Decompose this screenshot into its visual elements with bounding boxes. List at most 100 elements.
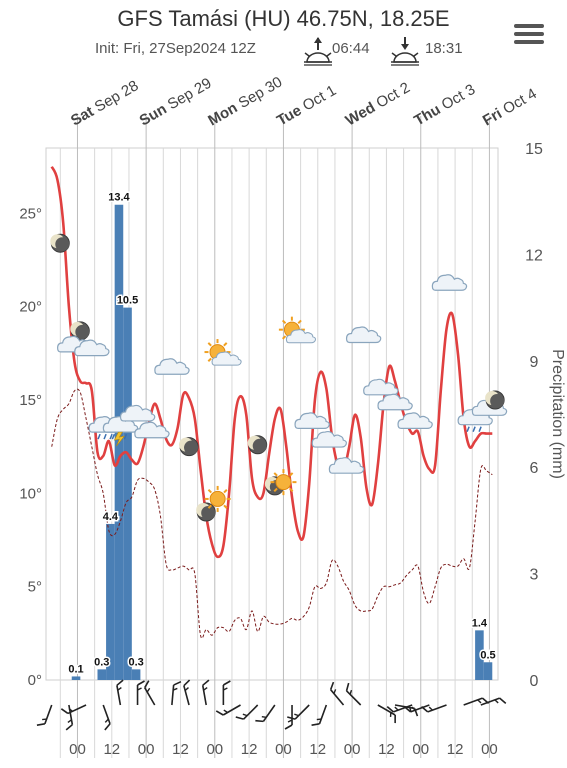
y-left-tick-label: 10° bbox=[19, 485, 42, 502]
sun-ray bbox=[289, 487, 294, 493]
x-tick-label: 00 bbox=[138, 741, 155, 758]
precip-value-label: 0.5 bbox=[480, 649, 495, 661]
menu-icon[interactable] bbox=[514, 24, 544, 48]
barb-flag bbox=[203, 687, 208, 691]
rain-drop bbox=[478, 426, 482, 432]
sunset-icon bbox=[391, 37, 419, 66]
barb-flag bbox=[494, 699, 499, 704]
cloud-icon bbox=[154, 358, 190, 375]
barb-shaft bbox=[318, 704, 328, 725]
sun-ray bbox=[273, 487, 278, 493]
barb-flag bbox=[499, 697, 507, 704]
barb-shaft bbox=[294, 704, 310, 720]
barb-flag bbox=[333, 689, 337, 694]
y-right-tick-label: 12 bbox=[525, 247, 543, 264]
rain-drop bbox=[111, 433, 116, 440]
y-right-tick-label: 3 bbox=[530, 567, 539, 584]
y-left-tick-label: 15° bbox=[19, 392, 42, 409]
cloud-shape bbox=[154, 358, 190, 375]
barb-flag bbox=[146, 687, 151, 693]
barb-flag bbox=[394, 706, 399, 711]
sunrise-time: 06:44 bbox=[332, 40, 370, 57]
barb-flag bbox=[104, 723, 111, 731]
y-left-tick-label: 0° bbox=[28, 672, 42, 689]
barb-shaft bbox=[345, 690, 362, 706]
rain-drop bbox=[466, 426, 470, 432]
rain-cloud-icon bbox=[88, 416, 124, 440]
barb-flag bbox=[255, 719, 264, 723]
init-time: Init: Fri, 27Sep2024 12Z bbox=[95, 40, 256, 57]
moon-icon bbox=[196, 502, 216, 522]
barb-flag bbox=[68, 708, 73, 712]
wind-barb-icon bbox=[255, 704, 276, 723]
barb-flag bbox=[242, 713, 248, 717]
barb-flag bbox=[261, 715, 267, 718]
barb-flag bbox=[183, 679, 191, 687]
x-tick-label: 00 bbox=[275, 741, 292, 758]
rain-drop bbox=[472, 426, 476, 432]
day-label: Sun Sep 29 bbox=[137, 75, 215, 130]
barb-shaft bbox=[144, 687, 156, 706]
precip-value-label: 0.3 bbox=[128, 656, 143, 668]
moon-shadow bbox=[252, 438, 267, 453]
precip-bar bbox=[71, 676, 81, 680]
barb-flag bbox=[60, 708, 69, 715]
moon-icon bbox=[50, 233, 70, 253]
sun-disc bbox=[209, 490, 226, 507]
y-right-tick-label: 6 bbox=[530, 460, 539, 477]
x-tick-label: 00 bbox=[481, 741, 498, 758]
wind-barb-icon bbox=[287, 704, 310, 720]
moon-shadow bbox=[55, 237, 70, 252]
x-tick-label: 00 bbox=[344, 741, 361, 758]
y-left-tick-label: 5° bbox=[28, 579, 42, 596]
barb-shaft bbox=[410, 704, 430, 713]
barb-flag bbox=[389, 712, 392, 718]
barb-shaft bbox=[242, 704, 259, 720]
barb-flag bbox=[223, 709, 228, 714]
barb-flag bbox=[67, 719, 72, 723]
x-tick-label: 00 bbox=[206, 741, 223, 758]
moon-shadow bbox=[490, 394, 505, 408]
barb-shaft bbox=[183, 685, 190, 706]
precip-bar bbox=[106, 523, 115, 680]
y-right-axis-title: Precipitation (mm) bbox=[549, 349, 566, 479]
wind-barb-icon bbox=[284, 705, 293, 730]
wind-barb-icon bbox=[403, 704, 430, 713]
wind-barb-icon bbox=[480, 697, 507, 706]
sunset-time: 18:31 bbox=[425, 40, 463, 57]
moon-shadow bbox=[201, 506, 216, 520]
rain-cloud-icon bbox=[457, 408, 493, 432]
y-left-tick-label: 25° bbox=[19, 205, 42, 222]
barb-shaft bbox=[330, 689, 345, 706]
x-tick-label: 00 bbox=[412, 741, 429, 758]
barb-flag bbox=[287, 716, 296, 720]
sun-ray bbox=[207, 489, 212, 494]
wind-barb-icon bbox=[201, 679, 210, 706]
day-label: Thu Oct 3 bbox=[411, 81, 478, 129]
wind-barb-icon bbox=[183, 679, 191, 706]
wind-barb-icon bbox=[136, 680, 145, 705]
sun-ray bbox=[207, 357, 212, 362]
rain-drop bbox=[109, 433, 113, 440]
barb-flag bbox=[394, 714, 396, 724]
barb-flag bbox=[235, 716, 244, 720]
y-right-tick-label: 0 bbox=[530, 673, 539, 690]
barb-flag bbox=[428, 706, 433, 711]
barb-flag bbox=[477, 699, 482, 704]
rain-drop bbox=[103, 433, 107, 440]
moon-icon bbox=[485, 390, 505, 410]
x-tick-label: 00 bbox=[69, 741, 86, 758]
x-tick-label: 12 bbox=[309, 741, 326, 758]
sun-ray bbox=[223, 504, 228, 509]
barb-flag bbox=[294, 713, 299, 717]
wind-barb-icon bbox=[377, 704, 396, 724]
x-tick-label: 12 bbox=[172, 741, 189, 758]
barb-flag bbox=[403, 706, 412, 713]
wind-barb-icon bbox=[345, 682, 362, 706]
barb-flag bbox=[411, 706, 416, 711]
wind-barb-icon bbox=[329, 681, 345, 706]
thunder-cloud-icon bbox=[102, 416, 139, 447]
temperature-line bbox=[50, 166, 493, 559]
barb-flag bbox=[329, 681, 335, 690]
wind-barb-icon bbox=[235, 704, 259, 720]
